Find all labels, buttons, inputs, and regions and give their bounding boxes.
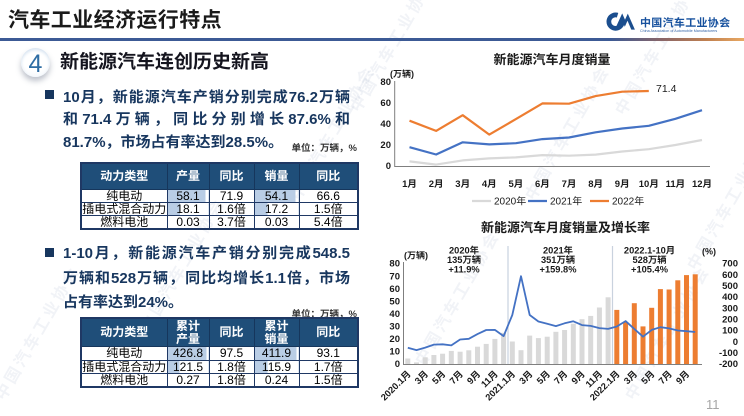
svg-text:1月: 1月 xyxy=(402,179,417,190)
svg-text:12月: 12月 xyxy=(692,179,712,190)
svg-text:2022年: 2022年 xyxy=(612,196,644,208)
svg-text:300: 300 xyxy=(722,303,738,314)
svg-text:9月: 9月 xyxy=(674,369,691,386)
svg-text:30: 30 xyxy=(389,322,400,333)
svg-text:351万辆: 351万辆 xyxy=(541,255,575,265)
svg-text:0: 0 xyxy=(386,161,391,172)
svg-text:0: 0 xyxy=(733,337,738,348)
svg-text:China Association of Automobil: China Association of Automobile Manufact… xyxy=(640,29,717,33)
svg-text:40: 40 xyxy=(380,119,391,130)
svg-text:60: 60 xyxy=(389,284,400,295)
svg-text:70: 70 xyxy=(389,271,400,282)
svg-text:2020年: 2020年 xyxy=(449,246,479,256)
svg-text:10月: 10月 xyxy=(639,179,659,190)
svg-text:528万辆: 528万辆 xyxy=(632,255,666,265)
svg-text:9月: 9月 xyxy=(615,179,630,190)
svg-text:500: 500 xyxy=(722,281,738,292)
svg-text:3月: 3月 xyxy=(622,369,639,386)
svg-text:700: 700 xyxy=(722,259,738,270)
svg-text:80: 80 xyxy=(380,77,391,88)
svg-text:10: 10 xyxy=(389,347,400,358)
svg-text:中国汽车工业协会: 中国汽车工业协会 xyxy=(640,17,730,30)
svg-text:20: 20 xyxy=(380,140,391,151)
svg-text:-100: -100 xyxy=(719,348,738,359)
svg-text:7月: 7月 xyxy=(552,369,569,386)
svg-text:2021年: 2021年 xyxy=(550,196,582,208)
svg-text:2020.1月: 2020.1月 xyxy=(379,369,413,403)
svg-text:3月: 3月 xyxy=(413,369,430,386)
svg-text:7月: 7月 xyxy=(657,369,674,386)
svg-text:2021年: 2021年 xyxy=(543,246,573,256)
svg-text:+159.8%: +159.8% xyxy=(540,265,578,275)
svg-text:20: 20 xyxy=(389,334,400,345)
svg-text:400: 400 xyxy=(722,292,738,303)
svg-text:5月: 5月 xyxy=(535,369,552,386)
svg-text:新能源汽车月度销量及增长率: 新能源汽车月度销量及增长率 xyxy=(481,220,650,235)
svg-text:60: 60 xyxy=(380,98,391,109)
svg-text:8月: 8月 xyxy=(588,179,603,190)
svg-text:5月: 5月 xyxy=(509,179,524,190)
svg-text:2022.1-10月: 2022.1-10月 xyxy=(624,246,675,256)
svg-text:7月: 7月 xyxy=(448,369,465,386)
svg-text:40: 40 xyxy=(389,309,400,320)
svg-text:200: 200 xyxy=(722,315,738,326)
svg-text:4月: 4月 xyxy=(482,179,497,190)
svg-text:2020年: 2020年 xyxy=(494,196,526,208)
svg-text:(%): (%) xyxy=(702,247,716,257)
svg-text:3月: 3月 xyxy=(455,179,470,190)
svg-text:3月: 3月 xyxy=(517,369,534,386)
svg-text:6月: 6月 xyxy=(535,179,550,190)
svg-text:5月: 5月 xyxy=(430,369,447,386)
svg-text:80: 80 xyxy=(389,259,400,270)
svg-text:50: 50 xyxy=(389,296,400,307)
svg-text:5月: 5月 xyxy=(639,369,656,386)
svg-text:0: 0 xyxy=(395,359,400,370)
svg-text:11月: 11月 xyxy=(666,179,686,190)
svg-text:-200: -200 xyxy=(719,359,738,370)
svg-text:2月: 2月 xyxy=(429,179,444,190)
svg-text:100: 100 xyxy=(722,326,738,337)
svg-text:+11.9%: +11.9% xyxy=(448,265,480,275)
svg-text:135万辆: 135万辆 xyxy=(447,255,481,265)
svg-text:71.4: 71.4 xyxy=(656,83,677,95)
svg-text:+105.4%: +105.4% xyxy=(631,265,669,275)
svg-text:(万辆): (万辆) xyxy=(404,251,428,261)
svg-text:600: 600 xyxy=(722,270,738,281)
svg-text:7月: 7月 xyxy=(562,179,577,190)
svg-text:(万辆): (万辆) xyxy=(390,69,414,79)
svg-text:新能源汽车月度销量: 新能源汽车月度销量 xyxy=(493,52,610,67)
